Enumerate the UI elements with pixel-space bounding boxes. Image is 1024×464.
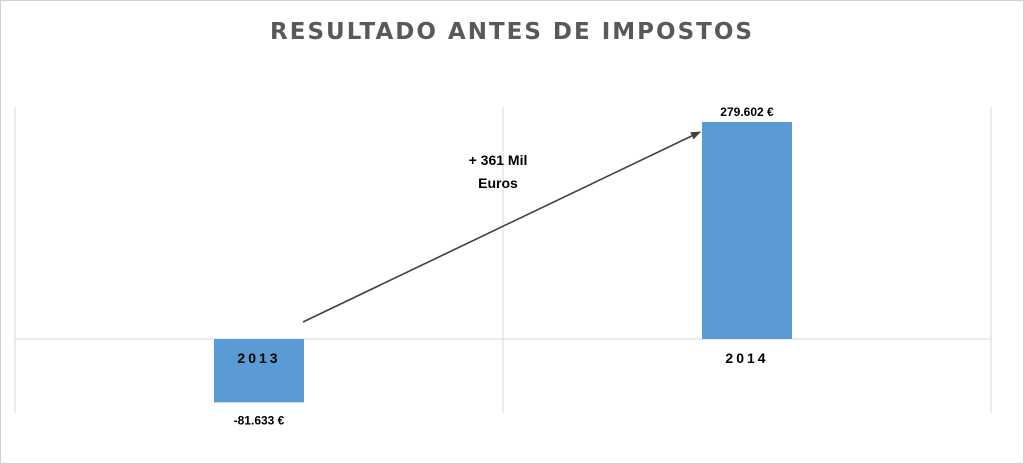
tick-label-2014: 2014	[725, 350, 768, 366]
bar-2013	[214, 339, 304, 403]
chart-title: RESULTADO ANTES DE IMPOSTOS	[270, 19, 754, 45]
data-label-2013: -81.633 €	[234, 413, 285, 427]
change-arrow	[302, 131, 701, 323]
bar-2014	[702, 122, 792, 339]
annotation-label-line-1: + 361 Mil	[469, 152, 528, 168]
annotation-label-line-2: Euros	[478, 175, 518, 191]
tick-label-2013: 2013	[237, 350, 280, 366]
data-label-2014: 279.602 €	[720, 105, 774, 119]
